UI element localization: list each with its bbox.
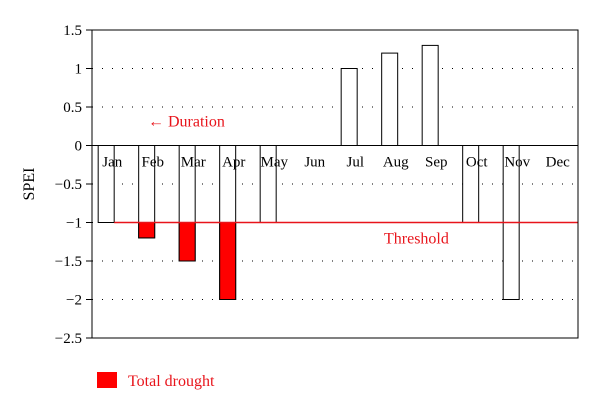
y-tick-label: 1 [75,62,83,78]
bars: Jan Feb Mar Apr May Jun Jul Aug Sep Oct Nov Dec [97,44,570,300]
y-axis-label-group: SPEI [21,168,38,201]
y-tick-label: −2 [66,293,82,309]
x-category-label: Aug [383,155,409,171]
y-tick-label: −1.5 [55,254,82,270]
x-category-label: Sep [425,155,448,171]
y-tick-label: −1 [66,216,82,232]
x-category-label: Apr [222,155,245,171]
x-category-label: Feb [142,155,165,171]
x-category-label: Jun [304,155,325,171]
total-drought-bar [178,222,196,262]
x-category-label: Nov [504,155,530,171]
x-category-label: May [261,155,289,171]
x-category-label: Jul [346,155,364,171]
legend-label-total-drought: Total drought [128,373,215,390]
x-category-label: Oct [466,155,488,171]
bar [421,44,439,146]
y-tick-label: −0.5 [55,177,82,193]
y-tick-label: −2.5 [55,331,82,347]
bar [97,145,115,223]
bar [381,52,399,146]
y-axis: 1.5 1 0.5 0 −0.5 −1 −1.5 −2 −2.5 [55,23,92,347]
legend: Total drought [97,372,215,390]
x-category-label: Mar [181,155,206,171]
y-axis-label: SPEI [21,168,38,201]
y-tick-label: 0.5 [63,100,82,116]
total-drought-bar [138,222,156,239]
threshold-label: Threshold [384,231,449,248]
x-category-label: Dec [546,155,570,171]
total-drought-bar [219,222,237,300]
x-category-label: Jan [102,155,122,171]
duration-annotation: ← Duration [148,113,225,130]
y-tick-label: 1.5 [63,23,82,39]
total-drought-bars [138,222,237,300]
plot-frame [91,29,579,339]
legend-swatch-total-drought [97,372,117,388]
y-tick-label: 0 [75,139,83,155]
bar [340,68,358,146]
